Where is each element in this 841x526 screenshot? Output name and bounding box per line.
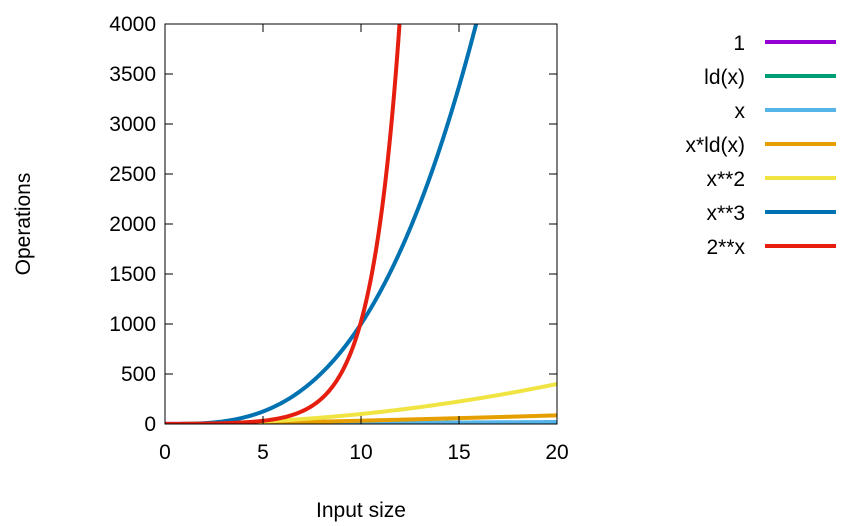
x-tick-label: 5 — [257, 441, 269, 464]
y-tick-label: 2000 — [109, 213, 156, 236]
plot-frame — [164, 23, 558, 425]
x-tick-label: 15 — [447, 441, 470, 464]
y-tick-label: 3500 — [109, 63, 156, 86]
legend-label: 1 — [733, 32, 745, 55]
x-tick-label: 10 — [349, 441, 372, 464]
axes: 0 5 10 15 20 0 500 1000 1500 2000 2500 3000 3500 4000 — [109, 13, 568, 464]
y-tick-label: 2500 — [109, 163, 156, 186]
legend-label: x — [735, 100, 746, 123]
y-tick-label: 1500 — [109, 263, 156, 286]
legend: 1 ld(x) x x*ld(x) x**2 x**3 2**x — [685, 32, 836, 259]
legend-label: x**2 — [706, 168, 745, 191]
y-tick-label: 0 — [144, 413, 156, 436]
legend-label: x*ld(x) — [685, 134, 745, 157]
y-tick-label: 500 — [121, 363, 156, 386]
plot-area — [165, 24, 557, 424]
series-line-5 — [165, 24, 479, 424]
legend-label: x**3 — [706, 202, 745, 225]
legend-label: ld(x) — [704, 66, 745, 89]
series-line-6 — [165, 24, 402, 424]
y-axis-title: Operations — [12, 173, 35, 276]
y-tick-label: 4000 — [109, 13, 156, 36]
y-tick-label: 1000 — [109, 313, 156, 336]
x-tick-label: 0 — [159, 441, 171, 464]
x-tick-label: 20 — [545, 441, 568, 464]
x-axis-title: Input size — [316, 499, 406, 522]
legend-label: 2**x — [706, 236, 745, 259]
y-tick-label: 3000 — [109, 113, 156, 136]
